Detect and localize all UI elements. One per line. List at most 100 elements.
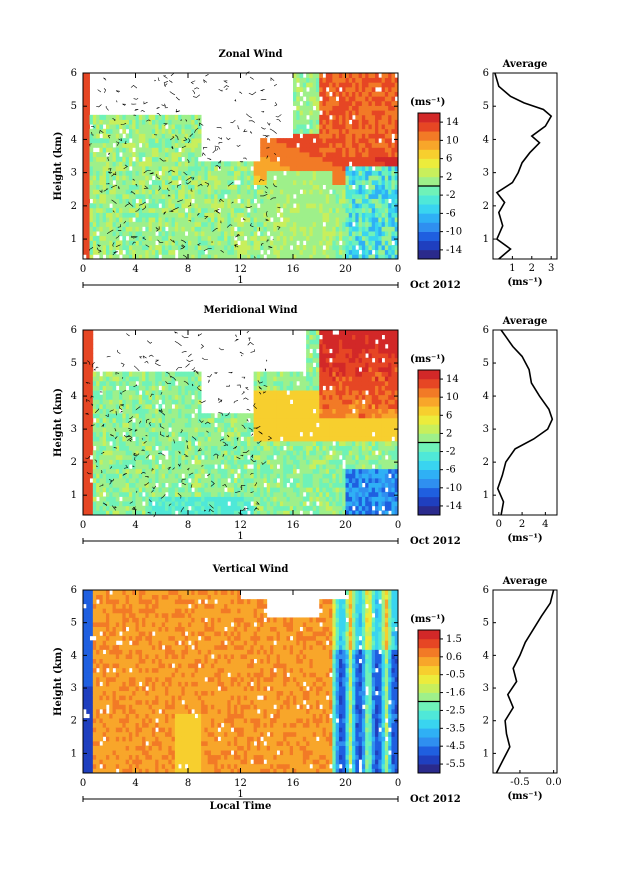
heatmap-cell [381, 231, 386, 237]
heatmap-cell [89, 217, 94, 223]
heatmap-cell [220, 235, 225, 241]
heatmap-cell [119, 380, 123, 386]
heatmap-cell [270, 427, 274, 433]
heatmap-cell [158, 133, 163, 139]
heatmap-cell [335, 212, 340, 218]
heatmap-cell [256, 212, 261, 218]
heatmap-cell [286, 138, 291, 144]
heatmap-cell [276, 380, 281, 386]
heatmap-cell [96, 133, 100, 139]
heatmap-cell [132, 394, 136, 400]
heatmap-cell [188, 413, 192, 419]
heatmap-cell [247, 450, 251, 456]
heatmap-cell [394, 179, 399, 185]
heatmap-cell [142, 138, 146, 144]
heatmap-cell [342, 207, 346, 213]
heatmap-cell [263, 152, 268, 158]
heatmap-cell [253, 245, 258, 251]
heatmap-cell [329, 245, 333, 251]
heatmap-cell [132, 422, 136, 428]
contour-line [199, 122, 204, 126]
heatmap-cell [345, 189, 350, 195]
heatmap-cell [286, 193, 291, 199]
heatmap-cell [168, 138, 172, 144]
heatmap-cell [158, 124, 163, 130]
heatmap-cell [201, 413, 205, 419]
heatmap-cell [122, 184, 127, 190]
heatmap-cell [384, 254, 389, 260]
heatmap-cell [243, 491, 248, 497]
contour-line [175, 110, 180, 113]
heatmap-cell [243, 170, 248, 176]
heatmap-cell [135, 505, 140, 511]
heatmap-cell [253, 249, 258, 255]
heatmap-cell [86, 170, 90, 176]
heatmap-cell [92, 156, 97, 162]
heatmap-cell [181, 427, 186, 433]
heatmap-cell [270, 189, 274, 195]
heatmap-cell [112, 175, 117, 181]
heatmap-cell [83, 166, 87, 172]
heatmap-cell [368, 170, 373, 176]
heatmap-cell [375, 133, 379, 139]
heatmap-cell [227, 491, 232, 497]
heatmap-cell [102, 468, 107, 474]
heatmap-cell [220, 170, 225, 176]
heatmap-cell [384, 217, 389, 223]
heatmap-cell [135, 376, 140, 382]
contour-line [120, 123, 127, 125]
heatmap-cell [256, 422, 261, 428]
heatmap-cell [194, 207, 199, 213]
heatmap-cell [89, 207, 94, 213]
heatmap-cell [165, 417, 169, 423]
heatmap-cell [391, 221, 396, 227]
heatmap-cell [125, 212, 130, 218]
heatmap-cell [174, 417, 179, 423]
heatmap-cell [148, 249, 153, 255]
heatmap-cell [194, 473, 199, 479]
heatmap-cell [174, 124, 179, 130]
contour-line [226, 137, 231, 141]
heatmap-cell [381, 240, 386, 246]
heatmap-cell [128, 128, 133, 134]
heatmap-cell [96, 249, 100, 255]
heatmap-cell [184, 491, 189, 497]
heatmap-cell [135, 394, 140, 400]
heatmap-cell [227, 166, 232, 172]
heatmap-cell [128, 422, 133, 428]
heatmap-cell [89, 436, 94, 442]
heatmap-cell [191, 404, 195, 410]
heatmap-cell [86, 254, 90, 260]
heatmap-cell [309, 96, 314, 102]
heatmap-cell [378, 179, 382, 185]
heatmap-cell [348, 254, 353, 260]
heatmap-cell [286, 166, 291, 172]
heatmap-cell [270, 422, 274, 428]
heatmap-cell [348, 175, 353, 181]
heatmap-cell [181, 161, 186, 167]
heatmap-cell [119, 385, 123, 391]
heatmap-cell [96, 417, 100, 423]
heatmap-cell [293, 198, 297, 204]
heatmap-cell [237, 436, 241, 442]
heatmap-cell [352, 175, 356, 181]
heatmap-cell [188, 170, 192, 176]
heatmap-cell [270, 441, 274, 447]
heatmap-cell [332, 240, 337, 246]
heatmap-cell [365, 203, 369, 209]
heatmap-cell [184, 226, 189, 232]
heatmap-cell [388, 193, 392, 199]
heatmap-cell [112, 473, 117, 479]
heatmap-cell [165, 142, 169, 148]
heatmap-cell [135, 487, 140, 493]
heatmap-cell [191, 184, 195, 190]
heatmap-cell [197, 404, 202, 410]
heatmap-cell [260, 491, 264, 497]
contour-line [270, 77, 275, 82]
heatmap-cell [345, 152, 350, 158]
heatmap-cell [210, 184, 215, 190]
heatmap-cell [151, 152, 156, 158]
heatmap-cell [388, 138, 392, 144]
heatmap-cell [194, 161, 199, 167]
heatmap-cell [191, 468, 195, 474]
